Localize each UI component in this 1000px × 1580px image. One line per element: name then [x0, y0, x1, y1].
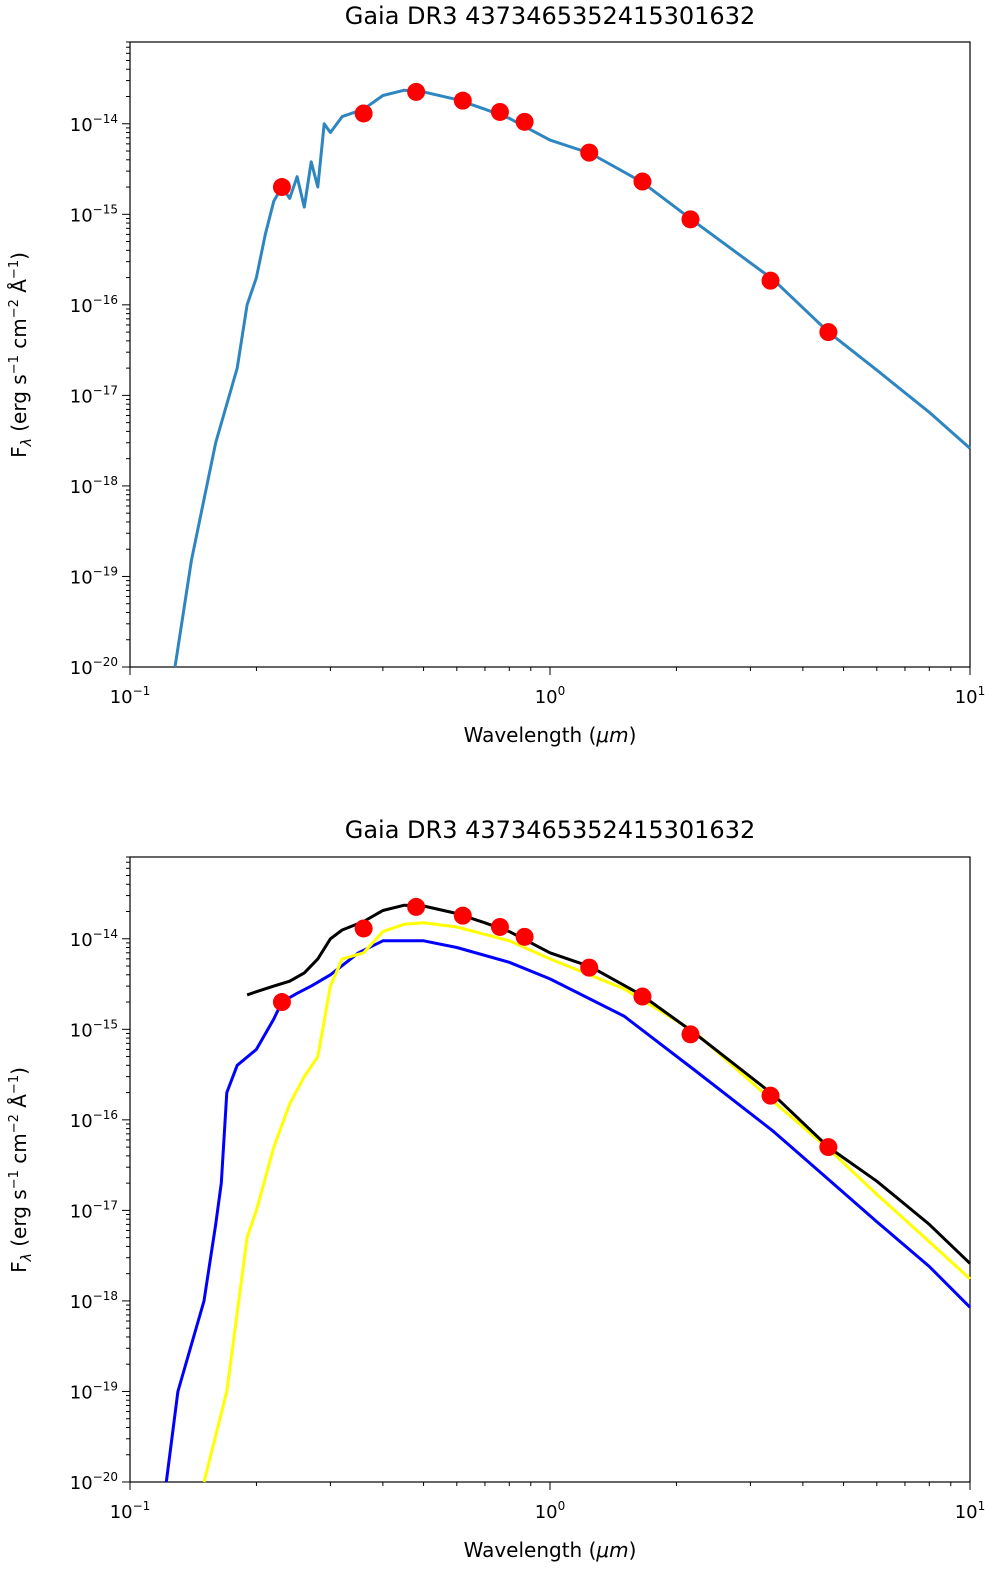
y-tick-label: 10−17	[70, 383, 118, 407]
series-line-hot-component	[164, 939, 972, 1483]
y-tick-label: 10−15	[70, 202, 118, 226]
sed-panel-single-model: Gaia DR3 4373465352415301632 10−20 10−19…	[7, 2, 985, 747]
photometry-point	[681, 210, 700, 229]
y-tick-labels: 10−20 10−19 10−18 10−17 10−16 10−15 10−1…	[70, 112, 118, 679]
photometry-point	[681, 1025, 700, 1044]
photometry-point	[633, 987, 652, 1006]
plot-area	[173, 82, 971, 668]
y-axis-label: Fλ (erg s−1 cm−2 Å−1)	[7, 252, 35, 458]
chart-title: Gaia DR3 4373465352415301632	[345, 816, 755, 844]
y-tick-label: 10−16	[70, 1108, 118, 1132]
y-tick-label: 10−17	[70, 1198, 118, 1222]
photometry-point	[761, 271, 780, 290]
photometry-point	[515, 112, 534, 131]
plot-area	[164, 897, 972, 1483]
x-axis-label: Wavelength (μm)	[464, 723, 637, 747]
sed-panel-two-component: Gaia DR3 4373465352415301632 10−20 10−19…	[7, 816, 985, 1562]
photometry-point	[819, 1138, 838, 1157]
photometry-point	[453, 91, 472, 110]
axis-ticks	[122, 856, 971, 1490]
plot-frame	[129, 41, 971, 668]
photometry-point	[407, 82, 426, 101]
photometry-point	[580, 958, 599, 977]
x-tick-label: 10−1	[110, 1499, 151, 1523]
y-tick-label: 10−14	[70, 112, 118, 136]
x-tick-label: 10−1	[110, 684, 151, 708]
y-tick-label: 10−15	[70, 1017, 118, 1041]
series-line-model	[173, 88, 971, 668]
y-tick-labels: 10−20 10−19 10−18 10−17 10−16 10−15 10−1…	[70, 927, 118, 1494]
series-line-cool-component	[202, 921, 972, 1483]
photometry-point	[633, 172, 652, 191]
x-tick-label: 100	[535, 1499, 566, 1523]
photometry-point	[272, 178, 291, 197]
y-tick-label: 10−16	[70, 293, 118, 317]
photometry-point	[819, 323, 838, 342]
y-tick-label: 10−19	[70, 1379, 118, 1403]
y-axis-label: Fλ (erg s−1 cm−2 Å−1)	[7, 1067, 35, 1273]
photometry-point	[272, 993, 291, 1012]
series-line-total	[246, 903, 972, 1265]
y-tick-label: 10−19	[70, 564, 118, 588]
y-tick-label: 10−18	[70, 1289, 118, 1313]
y-tick-label: 10−14	[70, 927, 118, 951]
axis-ticks	[122, 41, 971, 675]
x-tick-label: 101	[955, 684, 986, 708]
photometry-point	[354, 919, 373, 938]
photometry-point	[354, 104, 373, 123]
x-tick-label: 100	[535, 684, 566, 708]
photometry-point	[490, 102, 509, 121]
plot-frame	[129, 856, 971, 1483]
photometry-point	[490, 917, 509, 936]
x-tick-labels: 10−1 100 101	[110, 684, 986, 708]
chart-title: Gaia DR3 4373465352415301632	[345, 2, 755, 30]
photometry-point	[761, 1086, 780, 1105]
photometry-point	[453, 906, 472, 925]
photometry-point	[515, 927, 534, 946]
photometry-point	[407, 897, 426, 916]
x-axis-label: Wavelength (μm)	[464, 1538, 637, 1562]
photometry-point	[580, 143, 599, 162]
y-tick-label: 10−18	[70, 474, 118, 498]
x-tick-label: 101	[955, 1499, 986, 1523]
x-tick-labels: 10−1 100 101	[110, 1499, 986, 1523]
y-tick-label: 10−20	[70, 655, 118, 679]
y-tick-label: 10−20	[70, 1470, 118, 1494]
